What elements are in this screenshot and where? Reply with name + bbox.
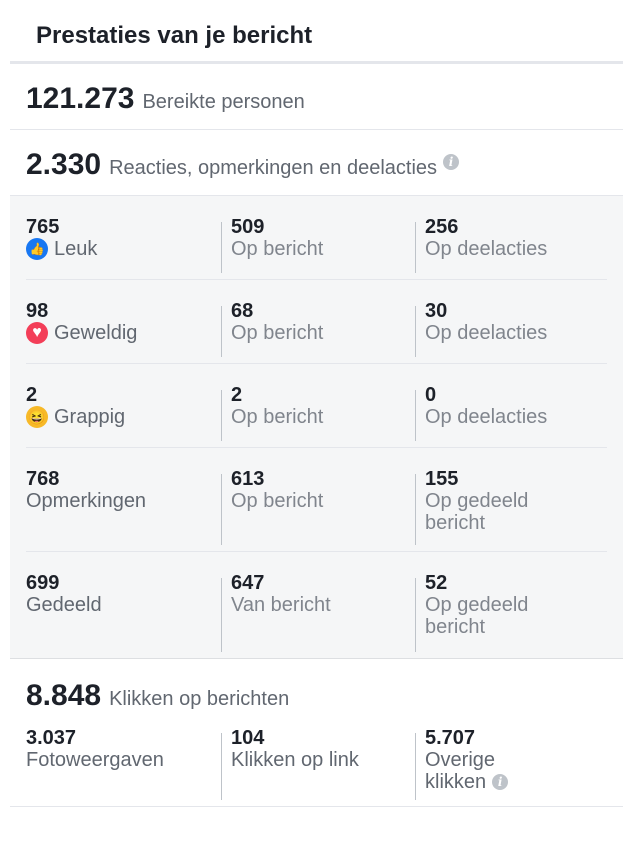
comments-share-value: 155 — [425, 468, 459, 490]
love-share-cell: 30 Op deelacties — [415, 300, 605, 363]
love-total-cell: 98 Geweldig — [26, 300, 221, 363]
like-post-value: 509 — [231, 216, 265, 238]
shares-share-label-1: Op gedeeld — [425, 594, 529, 616]
engagement-label: Reacties, opmerkingen en deelacties — [109, 157, 438, 179]
haha-icon — [26, 406, 48, 428]
love-label-wrap: Geweldig — [26, 322, 137, 344]
haha-post-cell: 2 Op bericht — [221, 384, 415, 447]
other-clicks-label-2-wrap: klikken i — [425, 771, 605, 793]
like-post-cell: 509 Op bericht — [221, 216, 415, 279]
comments-post-label: Op bericht — [231, 490, 324, 512]
haha-total-cell: 2 Grappig — [26, 384, 221, 447]
comments-total-cell: 768 Opmerkingen — [26, 468, 221, 551]
haha-label-wrap: Grappig — [26, 406, 125, 428]
clicks-summary: 8.848 Klikken op berichten — [10, 659, 623, 727]
table-row: 768 Opmerkingen 613 Op bericht 155 Op ge… — [26, 448, 607, 552]
photo-views-label: Fotoweergaven — [26, 749, 164, 771]
like-total: 765 — [26, 216, 60, 238]
other-clicks-value: 5.707 — [425, 727, 476, 749]
like-share-label: Op deelacties — [425, 238, 548, 260]
other-clicks-label-1: Overige — [425, 749, 496, 771]
clicks-value: 8.848 — [26, 679, 102, 712]
comments-label: Opmerkingen — [26, 490, 147, 512]
shares-total: 699 — [26, 572, 60, 594]
haha-share-value: 0 — [425, 384, 437, 406]
love-share-label: Op deelacties — [425, 322, 548, 344]
like-post-label: Op bericht — [231, 238, 324, 260]
comments-post-cell: 613 Op bericht — [221, 468, 415, 551]
reach-value: 121.273 — [26, 82, 135, 115]
shares-post-cell: 647 Van bericht — [221, 572, 415, 658]
love-total: 98 — [26, 300, 49, 322]
clicks-label: Klikken op berichten — [109, 688, 290, 710]
comments-share-label-1: Op gedeeld — [425, 490, 529, 512]
haha-share-label: Op deelacties — [425, 406, 548, 428]
like-share-cell: 256 Op deelacties — [415, 216, 605, 279]
comments-post-value: 613 — [231, 468, 265, 490]
reach-label: Bereikte personen — [142, 91, 305, 113]
love-icon — [26, 322, 48, 344]
shares-share-cell: 52 Op gedeeld bericht — [415, 572, 605, 658]
haha-total: 2 — [26, 384, 38, 406]
haha-share-cell: 0 Op deelacties — [415, 384, 605, 447]
love-post-cell: 68 Op bericht — [221, 300, 415, 363]
link-clicks-value: 104 — [231, 727, 265, 749]
shares-post-value: 647 — [231, 572, 265, 594]
haha-post-label: Op bericht — [231, 406, 324, 428]
like-total-cell: 765 Leuk — [26, 216, 221, 279]
like-icon — [26, 238, 48, 260]
photo-views-cell: 3.037 Fotoweergaven — [26, 727, 221, 806]
love-share-value: 30 — [425, 300, 448, 322]
shares-share-label-2: bericht — [425, 616, 486, 638]
haha-post-value: 2 — [231, 384, 243, 406]
haha-label: Grappig — [54, 406, 126, 428]
like-label: Leuk — [54, 238, 98, 260]
engagement-summary: 2.330 Reacties, opmerkingen en deelactie… — [10, 130, 623, 196]
engagement-breakdown: 765 Leuk 509 Op bericht 256 Op deelactie… — [10, 196, 623, 659]
reach-summary: 121.273 Bereikte personen — [10, 64, 623, 130]
comments-total: 768 — [26, 468, 60, 490]
other-clicks-cell: 5.707 Overige klikken i — [415, 727, 605, 806]
love-label: Geweldig — [54, 322, 138, 344]
clicks-breakdown: 3.037 Fotoweergaven 104 Klikken op link … — [10, 727, 623, 807]
engagement-value: 2.330 — [26, 148, 102, 181]
shares-total-cell: 699 Gedeeld — [26, 572, 221, 658]
love-post-value: 68 — [231, 300, 254, 322]
shares-label: Gedeeld — [26, 594, 102, 616]
link-clicks-cell: 104 Klikken op link — [221, 727, 415, 806]
comments-share-label-2: bericht — [425, 512, 486, 534]
love-post-label: Op bericht — [231, 322, 324, 344]
comments-share-cell: 155 Op gedeeld bericht — [415, 468, 605, 551]
table-row: 765 Leuk 509 Op bericht 256 Op deelactie… — [26, 196, 607, 280]
like-label-wrap: Leuk — [26, 238, 97, 260]
table-row: 98 Geweldig 68 Op bericht 30 Op deelacti… — [26, 280, 607, 364]
photo-views-value: 3.037 — [26, 727, 77, 749]
info-icon[interactable]: i — [443, 154, 460, 170]
shares-share-value: 52 — [425, 572, 448, 594]
like-share-value: 256 — [425, 216, 459, 238]
table-row: 2 Grappig 2 Op bericht 0 Op deelacties — [26, 364, 607, 448]
shares-post-label: Van bericht — [231, 594, 331, 616]
table-row: 699 Gedeeld 647 Van bericht 52 Op gedeel… — [26, 552, 607, 658]
panel-title: Prestaties van je bericht — [10, 0, 623, 64]
info-icon[interactable]: i — [492, 774, 509, 790]
link-clicks-label: Klikken op link — [231, 749, 359, 771]
other-clicks-label-2: klikken — [425, 771, 487, 793]
